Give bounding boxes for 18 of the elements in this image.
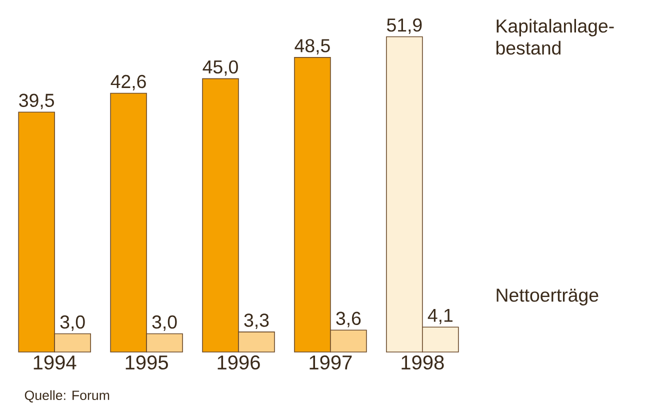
source-note: Quelle: Forum [24,390,110,402]
data-label: 39,5 [19,94,54,110]
data-label: 51,9 [387,18,422,34]
x-tick-label: 1997 [310,355,352,370]
data-label: 4,1 [428,308,452,324]
text: Nettoerträge [496,288,598,306]
x-tick-label: 1994 [34,355,76,370]
x-tick-label: 1998 [402,355,444,370]
text: Kapitalanlage-bestand [496,18,614,55]
data-label: 3,6 [336,312,361,328]
data-label: 45,0 [202,60,238,76]
data-label: 48,5 [294,39,330,54]
x-tick-label: 1995 [126,355,168,370]
data-label: 42,6 [110,74,146,90]
x-tick-label: 1996 [218,355,260,370]
data-label: 3,0 [60,315,85,331]
data-label: 3,3 [244,314,269,330]
data-label: 3,0 [152,315,177,331]
